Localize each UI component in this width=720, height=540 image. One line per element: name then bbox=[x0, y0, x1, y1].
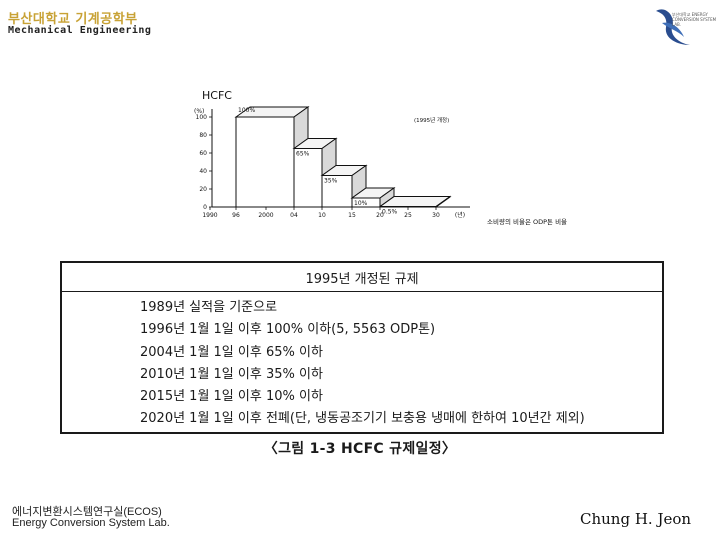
x-tick-label: 1990 bbox=[202, 212, 217, 219]
table-row: 2010년 1월 1일 이후 35% 이하 bbox=[140, 366, 323, 382]
lab-name-english: Energy Conversion System Lab. bbox=[12, 517, 170, 529]
y-tick-label: 80 bbox=[199, 132, 207, 139]
y-tick-label: 60 bbox=[199, 150, 207, 157]
x-tick-label: 15 bbox=[348, 212, 356, 219]
step-value-label: 35% bbox=[324, 178, 338, 185]
figure-caption: 〈그림 1-3 HCFC 규제일정〉 bbox=[263, 441, 457, 457]
step-front-face bbox=[235, 116, 295, 208]
step-value-label: 0.5% bbox=[382, 209, 398, 216]
header-title-english: Mechanical Engineering bbox=[8, 25, 152, 36]
x-tick-label: 2000 bbox=[258, 212, 273, 219]
step-value-label: 65% bbox=[296, 151, 310, 158]
university-logo-icon bbox=[656, 9, 690, 45]
x-tick-label: 96 bbox=[232, 212, 240, 219]
logo-text: 부산대학교 ENERGY CONVERSION SYSTEM LAB. bbox=[672, 12, 717, 27]
table-row: 2020년 1월 1일 이후 전폐(단, 냉동공조기기 보충용 냉매에 한하여 … bbox=[140, 411, 585, 427]
x-tick-label: (년) bbox=[455, 211, 465, 219]
x-tick-label: 20 bbox=[376, 212, 384, 219]
x-tick-label: 25 bbox=[404, 212, 412, 219]
chart-annotation-revision: (1995년 개정) bbox=[414, 116, 449, 124]
author-name: Chung H. Jeon bbox=[580, 510, 692, 528]
regulation-table: 1995년 개정된 규제 1989년 실적을 기준으로 1996년 1월 1일 이… bbox=[60, 261, 664, 434]
table-row: 1996년 1월 1일 이후 100% 이하(5, 5563 ODP톤) bbox=[140, 322, 436, 338]
header-title-korean: 부산대학교 기계공학부 bbox=[8, 12, 138, 27]
y-unit-label: (%) bbox=[194, 108, 204, 115]
chart-annotation-odp: 소비량의 비율은 ODP톤 비율 bbox=[487, 217, 567, 226]
lab-name-korean: 에너지변환시스템연구실(ECOS) bbox=[12, 506, 162, 518]
y-tick-label: 40 bbox=[199, 168, 207, 175]
x-tick-label: 10 bbox=[318, 212, 326, 219]
x-tick-label: 30 bbox=[432, 212, 440, 219]
table-body: 1989년 실적을 기준으로 1996년 1월 1일 이후 100% 이하(5, … bbox=[62, 292, 662, 431]
y-tick-label: 0 bbox=[203, 204, 207, 211]
table-header: 1995년 개정된 규제 bbox=[62, 263, 662, 292]
y-tick-label: 100 bbox=[196, 114, 208, 121]
step-value-label: 100% bbox=[238, 107, 255, 114]
x-tick-label: 04 bbox=[290, 212, 298, 219]
table-row: 1989년 실적을 기준으로 bbox=[140, 300, 278, 315]
y-tick-label: 20 bbox=[199, 186, 207, 193]
table-row: 2015년 1월 1일 이후 10% 이하 bbox=[140, 389, 323, 405]
step-side-face bbox=[435, 195, 451, 208]
chart-title: HCFC bbox=[202, 89, 232, 102]
table-row: 2004년 1월 1일 이후 65% 이하 bbox=[140, 344, 323, 360]
step-value-label: 10% bbox=[354, 200, 368, 207]
